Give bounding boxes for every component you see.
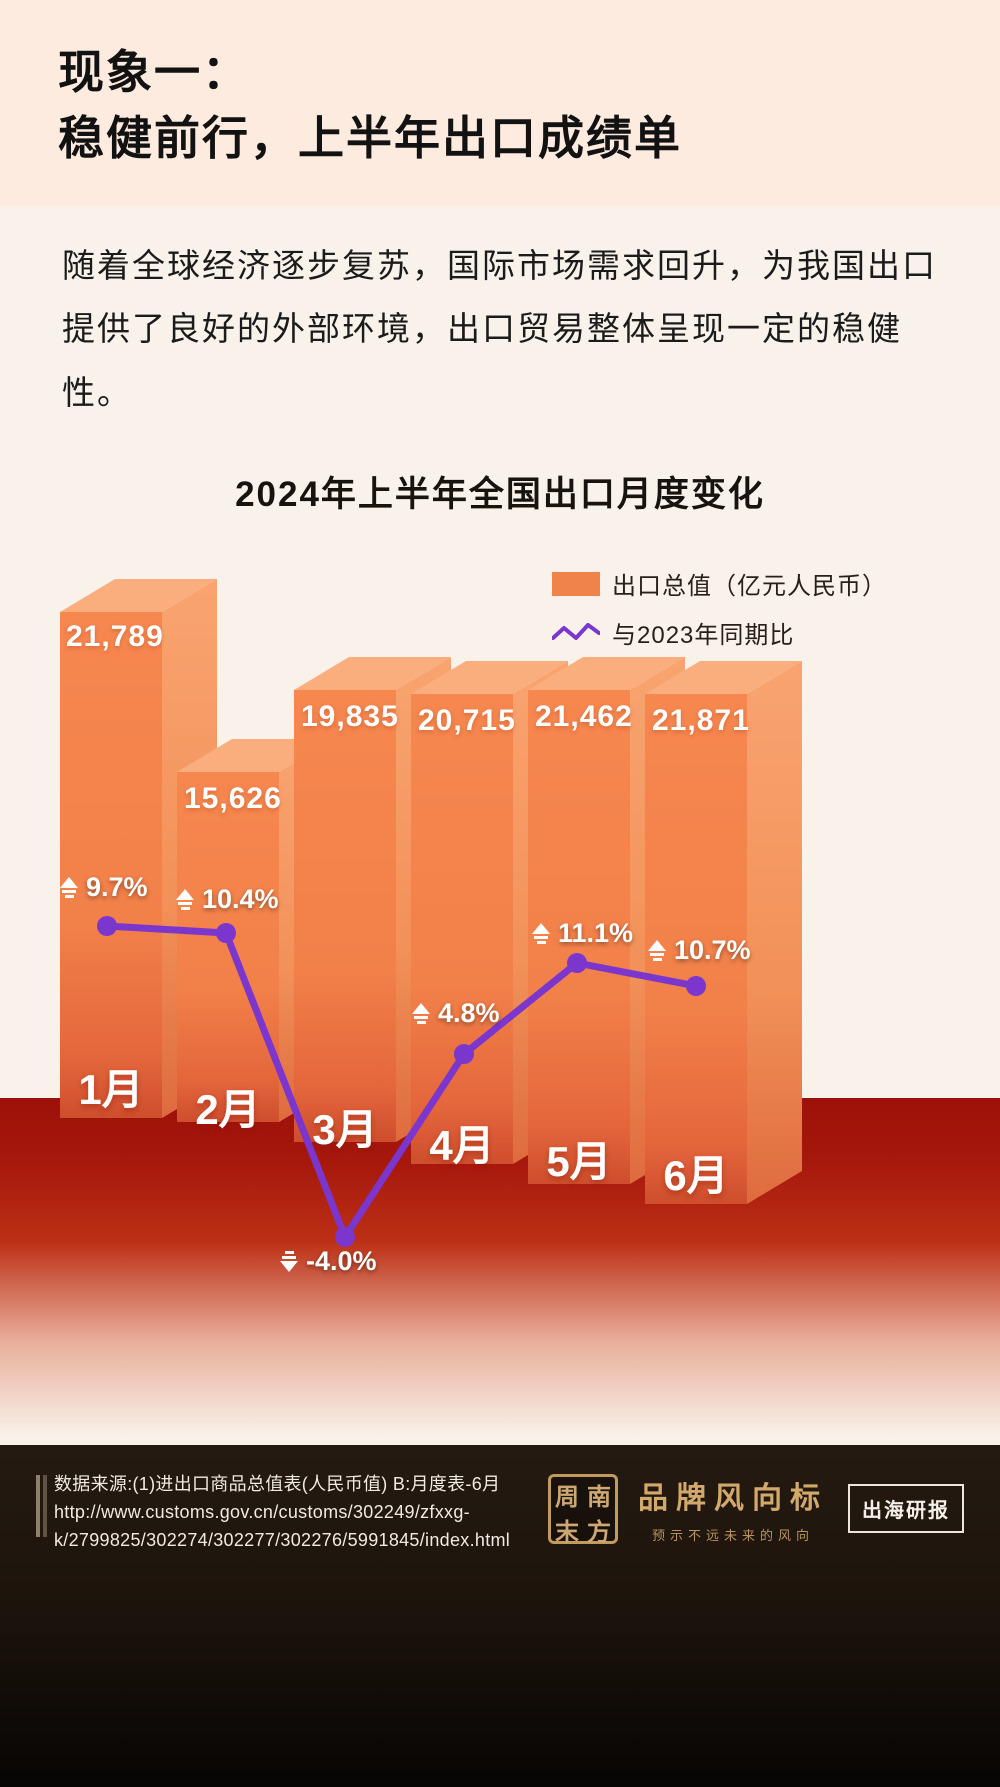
bar-value-apr: 20,715 — [418, 704, 516, 737]
point-apr — [454, 1044, 474, 1064]
trend-line — [97, 916, 706, 1247]
seal-char: 南 — [587, 1484, 611, 1511]
seal-char: 末 — [555, 1519, 579, 1546]
month-label-jan: 1月 — [78, 1066, 144, 1113]
bar-value-may: 21,462 — [535, 700, 633, 733]
up-arrow-icon — [176, 889, 194, 910]
bar-value-mar: 19,835 — [301, 700, 399, 733]
up-arrow-icon — [60, 877, 78, 898]
chart-title: 2024年上半年全国出口月度变化 — [235, 475, 765, 514]
pct-text: -4.0% — [306, 1246, 377, 1276]
legend-item-bar: 出口总值（亿元人民币） — [552, 566, 887, 601]
header-band — [0, 0, 1000, 206]
footer: 数据来源:(1)进出口商品总值表(人民币值) B:月度表-6月 http://w… — [0, 1445, 1000, 1787]
bar-value-feb: 15,626 — [184, 782, 282, 815]
brand-block: 品牌风向标 预示不远未来的风向 — [638, 1473, 828, 1544]
point-feb — [216, 923, 236, 943]
pct-text: 4.8% — [438, 998, 500, 1028]
bar-chart-svg — [60, 579, 802, 1247]
point-jan — [97, 916, 117, 936]
pct-text: 10.4% — [202, 884, 279, 914]
pct-label-jun: 10.7% — [648, 935, 751, 966]
pct-text: 10.7% — [674, 935, 751, 965]
pct-label-mar: -4.0% — [280, 1246, 377, 1277]
pct-text: 9.7% — [86, 872, 148, 902]
pct-label-feb: 10.4% — [176, 884, 279, 915]
seal-char: 方 — [587, 1519, 611, 1546]
month-label-mar: 3月 — [312, 1106, 378, 1153]
pct-label-jan: 9.7% — [60, 872, 148, 903]
line-squiggle-icon — [552, 622, 600, 640]
pct-label-apr: 4.8% — [412, 998, 500, 1029]
pct-text: 11.1% — [558, 918, 634, 948]
brand-title: 品牌风向标 — [638, 1482, 828, 1515]
chart-legend: 出口总值（亿元人民币） 与2023年同期比 — [552, 566, 887, 650]
footer-logos: 周 南 末 方 品牌风向标 预示不远未来的风向 出海研报 — [548, 1473, 964, 1546]
brand-subtitle: 预示不远未来的风向 — [651, 1528, 814, 1543]
bar-jun — [645, 661, 802, 1204]
up-arrow-icon — [412, 1003, 430, 1024]
report-badge: 出海研报 — [848, 1484, 964, 1533]
legend-bar-label: 出口总值（亿元人民币） — [612, 573, 887, 600]
source-divider-icon — [36, 1475, 40, 1537]
legend-item-line: 与2023年同期比 — [552, 615, 887, 650]
down-arrow-icon — [280, 1251, 298, 1272]
bar-jan — [60, 579, 217, 1118]
month-label-may: 5月 — [546, 1138, 612, 1185]
point-mar — [335, 1227, 355, 1247]
page-title-line1: 现象一： — [58, 46, 250, 98]
month-label-jun: 6月 — [663, 1152, 729, 1199]
source-line-3: k/2799825/302274/302277/302276/5991845/i… — [54, 1529, 511, 1550]
bar-swatch-icon — [552, 571, 600, 596]
point-may — [567, 953, 587, 973]
southern-weekly-seal-logo: 周 南 末 方 — [548, 1473, 618, 1546]
page-title-line2: 稳健前行，上半年出口成绩单 — [58, 112, 682, 164]
source-line-1: 数据来源:(1)进出口商品总值表(人民币值) B:月度表-6月 — [54, 1474, 501, 1494]
pct-label-may: 11.1% — [532, 918, 633, 949]
bar-value-jun: 21,871 — [652, 704, 750, 737]
up-arrow-icon — [532, 923, 550, 944]
month-label-feb: 2月 — [195, 1086, 261, 1133]
up-arrow-icon — [648, 940, 666, 961]
source-line-2: http://www.customs.gov.cn/customs/302249… — [54, 1501, 470, 1522]
seal-char: 周 — [555, 1484, 579, 1511]
data-source-block: 数据来源:(1)进出口商品总值表(人民币值) B:月度表-6月 http://w… — [36, 1471, 510, 1555]
month-label-apr: 4月 — [429, 1122, 495, 1169]
bar-value-jan: 21,789 — [66, 620, 164, 653]
intro-paragraph: 随着全球经济逐步复苏，国际市场需求回升，为我国出口提供了良好的外部环境，出口贸易… — [62, 247, 937, 411]
legend-line-label: 与2023年同期比 — [612, 622, 795, 649]
point-jun — [686, 976, 706, 996]
